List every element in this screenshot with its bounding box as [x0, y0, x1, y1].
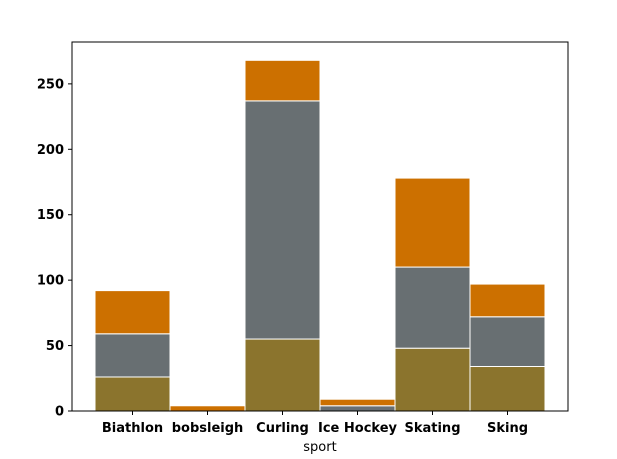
- bar-skating-segment-1: [394, 347, 471, 412]
- bar-sking-segment-2: [469, 316, 546, 368]
- x-axis-label: sport: [303, 440, 336, 455]
- y-tick-label: 150: [37, 208, 64, 223]
- bar-biathlon-segment-2: [94, 333, 171, 378]
- y-tick-label: 0: [55, 405, 64, 420]
- bar-skating-segment-3: [394, 177, 471, 268]
- bar-sking-segment-1: [469, 366, 546, 412]
- x-tick-label: Sking: [487, 421, 528, 436]
- x-axis: Biathlon bobsleigh Curling Ice Hockey Skatin…: [102, 411, 528, 436]
- bars-group: [94, 59, 546, 412]
- x-tick-label: Biathlon: [102, 421, 163, 436]
- bar-curling-segment-1: [244, 338, 321, 412]
- y-tick-label: 50: [46, 339, 64, 354]
- y-axis: 0 50 100 150 200 250: [37, 77, 72, 420]
- plot-frame: [71, 41, 569, 412]
- y-tick-label: 250: [37, 77, 64, 92]
- x-tick-label: Curling: [256, 421, 309, 436]
- bar-ice-hockey-segment-3: [319, 398, 396, 407]
- bar-ice-hockey-segment-2: [319, 405, 396, 412]
- x-tick-label: Ice Hockey: [318, 421, 398, 436]
- y-tick-label: 100: [37, 274, 64, 289]
- y-tick-label: 200: [37, 143, 64, 158]
- bar-biathlon-segment-1: [94, 376, 171, 412]
- x-tick-label: Skating: [404, 421, 460, 436]
- bar-skating-segment-2: [394, 266, 471, 349]
- bar-bobsleigh-segment-3: [169, 405, 246, 412]
- bar-sking-segment-3: [469, 283, 546, 318]
- bar-biathlon-segment-3: [94, 290, 171, 335]
- x-tick-label: bobsleigh: [172, 421, 244, 436]
- bar-curling-segment-3: [244, 59, 321, 102]
- bar-curling-segment-2: [244, 100, 321, 340]
